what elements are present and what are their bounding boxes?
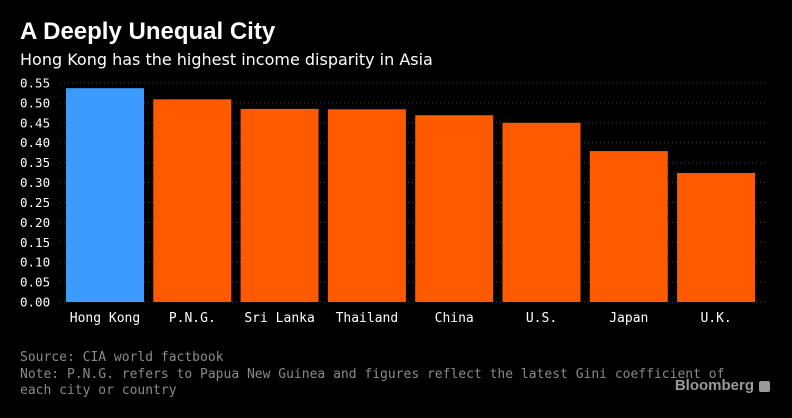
bar-thailand	[327, 109, 406, 302]
y-tick-label: 0.10	[20, 255, 50, 270]
explanatory-note-line-1: Note: P.N.G. refers to Papua New Guinea …	[20, 367, 725, 382]
bloomberg-logo: Bloomberg	[675, 377, 770, 395]
bar-u-s	[502, 122, 581, 303]
x-tick-label: Hong Kong	[70, 311, 140, 326]
bar-japan	[589, 151, 668, 302]
bar-hong-kong	[66, 88, 144, 302]
bar-p-n-g	[153, 99, 232, 302]
y-tick-label: 0.35	[20, 155, 50, 170]
y-tick-label: 0.30	[20, 175, 50, 190]
y-tick-label: 0.25	[20, 195, 50, 210]
x-tick-label: P.N.G.	[169, 311, 216, 326]
source-note: Source: CIA world factbook	[20, 350, 224, 365]
bar-u-k	[677, 172, 756, 302]
chart-subtitle: Hong Kong has the highest income dispari…	[20, 50, 433, 69]
bar-china	[415, 115, 494, 303]
brand-name: Bloomberg	[674, 377, 754, 394]
x-tick-label: U.K.	[700, 311, 731, 326]
y-tick-label: 0.20	[20, 215, 50, 230]
x-tick-label: Thailand	[336, 311, 399, 326]
brand-mark-icon	[759, 380, 770, 392]
x-axis-ticks: Hong Kong P.N.G. Sri Lanka Thailand China U.S…	[70, 311, 732, 326]
x-tick-label: Japan	[609, 311, 648, 326]
x-tick-label: Sri Lanka	[244, 311, 314, 326]
y-tick-label: 0.00	[20, 295, 50, 310]
y-tick-label: 0.50	[20, 95, 50, 110]
bars	[66, 88, 756, 303]
chart-title: A Deeply Unequal City	[20, 18, 276, 45]
x-tick-label: U.S.	[526, 311, 557, 326]
y-axis-ticks: 0.00 0.05 0.10 0.15 0.20 0.25 0.30 0.35 0.40 0.45…	[20, 76, 50, 310]
explanatory-note-line-2: each city or country	[20, 383, 177, 398]
x-tick-label: China	[435, 311, 474, 326]
y-tick-label: 0.15	[20, 235, 50, 250]
y-tick-label: 0.40	[20, 135, 50, 150]
y-tick-label: 0.05	[20, 275, 50, 290]
y-tick-label: 0.45	[20, 115, 50, 130]
bar-sri-lanka	[240, 108, 319, 302]
y-tick-label: 0.55	[20, 76, 50, 91]
